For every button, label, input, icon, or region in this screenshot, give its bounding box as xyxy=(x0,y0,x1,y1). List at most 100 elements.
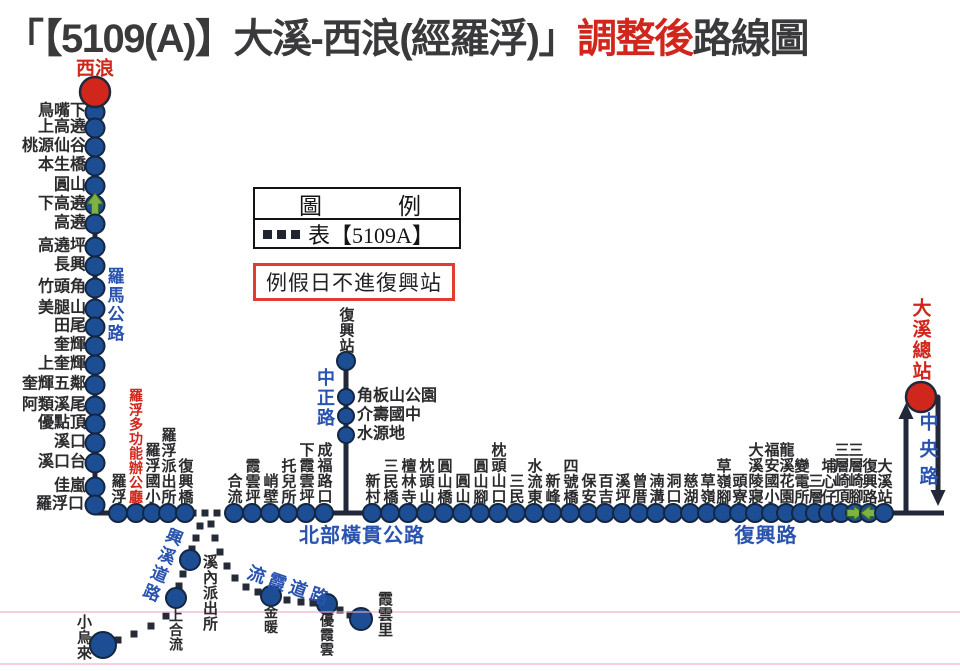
station-dot xyxy=(560,503,580,523)
holiday-note: 例假日不進復興站 xyxy=(253,263,455,301)
station-dot xyxy=(84,236,106,258)
station-dot xyxy=(89,631,117,659)
station-dot xyxy=(349,607,373,631)
station-dot xyxy=(362,503,382,523)
station-dot xyxy=(874,503,894,523)
station-label: 金暖 xyxy=(263,605,279,634)
station-label: 圓山 xyxy=(453,473,471,504)
station-dot xyxy=(524,503,544,523)
station-label: 新峰 xyxy=(543,473,561,504)
station-dot xyxy=(663,503,683,523)
station-label: 峭壁 xyxy=(261,473,279,504)
station-label: 溪口 xyxy=(53,433,86,451)
station-label: 埔心仔 xyxy=(819,457,837,505)
station-label: 保安 xyxy=(579,473,597,504)
station-label: 羅浮國小 xyxy=(143,442,161,504)
station-label: 頭寮 xyxy=(730,473,748,504)
dotted-route-segment xyxy=(147,622,155,630)
station-label: 水源地 xyxy=(357,425,406,443)
station-dot xyxy=(84,413,106,435)
station-label: 上合流 xyxy=(168,608,184,652)
dotted-route-segment xyxy=(162,612,170,620)
station-label: 三層崎頂 xyxy=(832,442,850,504)
station-dot xyxy=(646,503,666,523)
station-label: 水流東 xyxy=(525,457,543,505)
station-label: 鳥嘴下 xyxy=(37,102,86,120)
station-dot xyxy=(260,585,282,607)
dotted-route-segment xyxy=(175,582,183,590)
dotted-route-segment xyxy=(223,562,231,570)
station-label: 百吉 xyxy=(596,473,614,504)
station-dot xyxy=(84,117,106,139)
station-dot xyxy=(165,587,187,609)
station-label: 洞口 xyxy=(664,473,682,504)
station-dot xyxy=(488,503,508,523)
station-dot xyxy=(84,136,106,158)
green-direction-arrow-icon xyxy=(846,504,864,522)
station-dot xyxy=(380,503,400,523)
station-label: 介壽國中 xyxy=(357,406,422,424)
dotted-route-segment xyxy=(130,630,138,638)
title-route-name: 「【5109(A)】大溪-西浪(經羅浮)」 xyxy=(4,17,578,61)
station-label: 上高遶 xyxy=(37,118,86,136)
station-label: 圓山 xyxy=(53,176,86,194)
station-label: 圓山橋 xyxy=(435,457,453,505)
station-dot xyxy=(84,335,106,357)
dotted-route-segment xyxy=(216,548,224,556)
station-dot xyxy=(542,503,562,523)
station-dot xyxy=(595,503,615,523)
dotted-route-segment xyxy=(283,596,291,604)
station-dot xyxy=(84,316,106,338)
dotted-route-swatch-icon xyxy=(291,229,300,239)
station-dot xyxy=(158,503,178,523)
title-adjusted-highlight: 調整後 xyxy=(576,17,694,61)
station-dot xyxy=(316,593,338,615)
station-dot xyxy=(278,503,298,523)
station-label: 大溪站 xyxy=(875,457,893,505)
station-dot xyxy=(629,503,649,523)
station-dot xyxy=(179,549,201,571)
station-label: 三民橋 xyxy=(381,457,399,505)
station-label: 優點頂 xyxy=(37,414,86,432)
station-label: 溪內派出所 xyxy=(201,554,218,632)
station-dot xyxy=(175,503,195,523)
station-label: 托兒所 xyxy=(279,457,297,505)
dotted-route-segment xyxy=(179,570,187,578)
terminal-dot-fuxing-station xyxy=(336,351,356,371)
station-dot xyxy=(416,503,436,523)
station-dot xyxy=(84,452,106,474)
station-label: 上奎輝 xyxy=(37,355,86,373)
station-dot xyxy=(224,503,244,523)
station-dot xyxy=(296,503,316,523)
road-label-fuxing-road: 復興路 xyxy=(734,525,798,547)
station-label: 曾厝 xyxy=(630,473,648,504)
legend-header-left: 圖 xyxy=(299,194,322,219)
station-label: 復興橋 xyxy=(176,457,194,505)
station-dot xyxy=(84,354,106,376)
dotted-route-segment xyxy=(213,509,221,517)
station-label: 本生橋 xyxy=(37,156,86,174)
station-label: 變電所 xyxy=(792,457,810,505)
station-dot xyxy=(84,374,106,396)
station-label: 奎輝五鄰 xyxy=(21,375,86,393)
station-dot xyxy=(84,298,106,320)
terminal-label-xilang: 西浪 xyxy=(75,58,115,80)
station-dot xyxy=(84,395,106,417)
station-label: 龍溪花園 xyxy=(777,442,795,504)
station-label: 三民 xyxy=(507,473,525,504)
dotted-route-segment xyxy=(242,583,250,591)
station-label: 高遶坪 xyxy=(37,237,86,255)
scan-artifact-line xyxy=(0,663,960,665)
dotted-route-segment xyxy=(207,520,215,528)
station-label: 下霞雲坪 xyxy=(297,442,315,504)
station-label: 角板山公園 xyxy=(357,387,438,405)
station-label: 霞雲坪 xyxy=(243,457,261,505)
station-label: 枕頭山 xyxy=(417,457,435,505)
road-label-zhongyang: 中央路 xyxy=(916,412,938,493)
station-dot xyxy=(84,432,106,454)
station-label: 阿類溪尾 xyxy=(21,396,86,414)
station-label: 下高遶 xyxy=(37,195,86,213)
station-label: 霞雲里 xyxy=(376,591,393,638)
